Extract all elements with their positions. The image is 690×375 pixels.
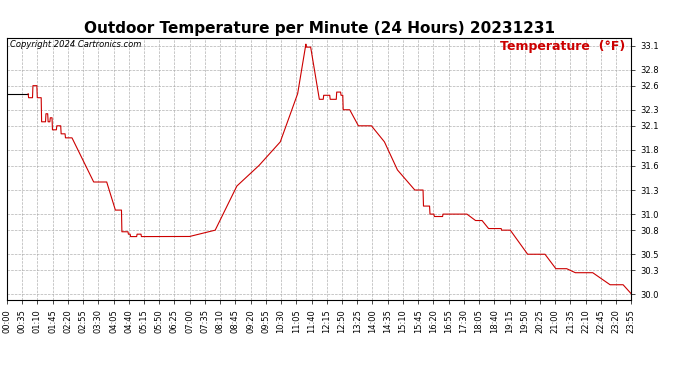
Title: Outdoor Temperature per Minute (24 Hours) 20231231: Outdoor Temperature per Minute (24 Hours… — [83, 21, 555, 36]
Text: Copyright 2024 Cartronics.com: Copyright 2024 Cartronics.com — [10, 40, 141, 49]
Text: Temperature  (°F): Temperature (°F) — [500, 40, 625, 53]
